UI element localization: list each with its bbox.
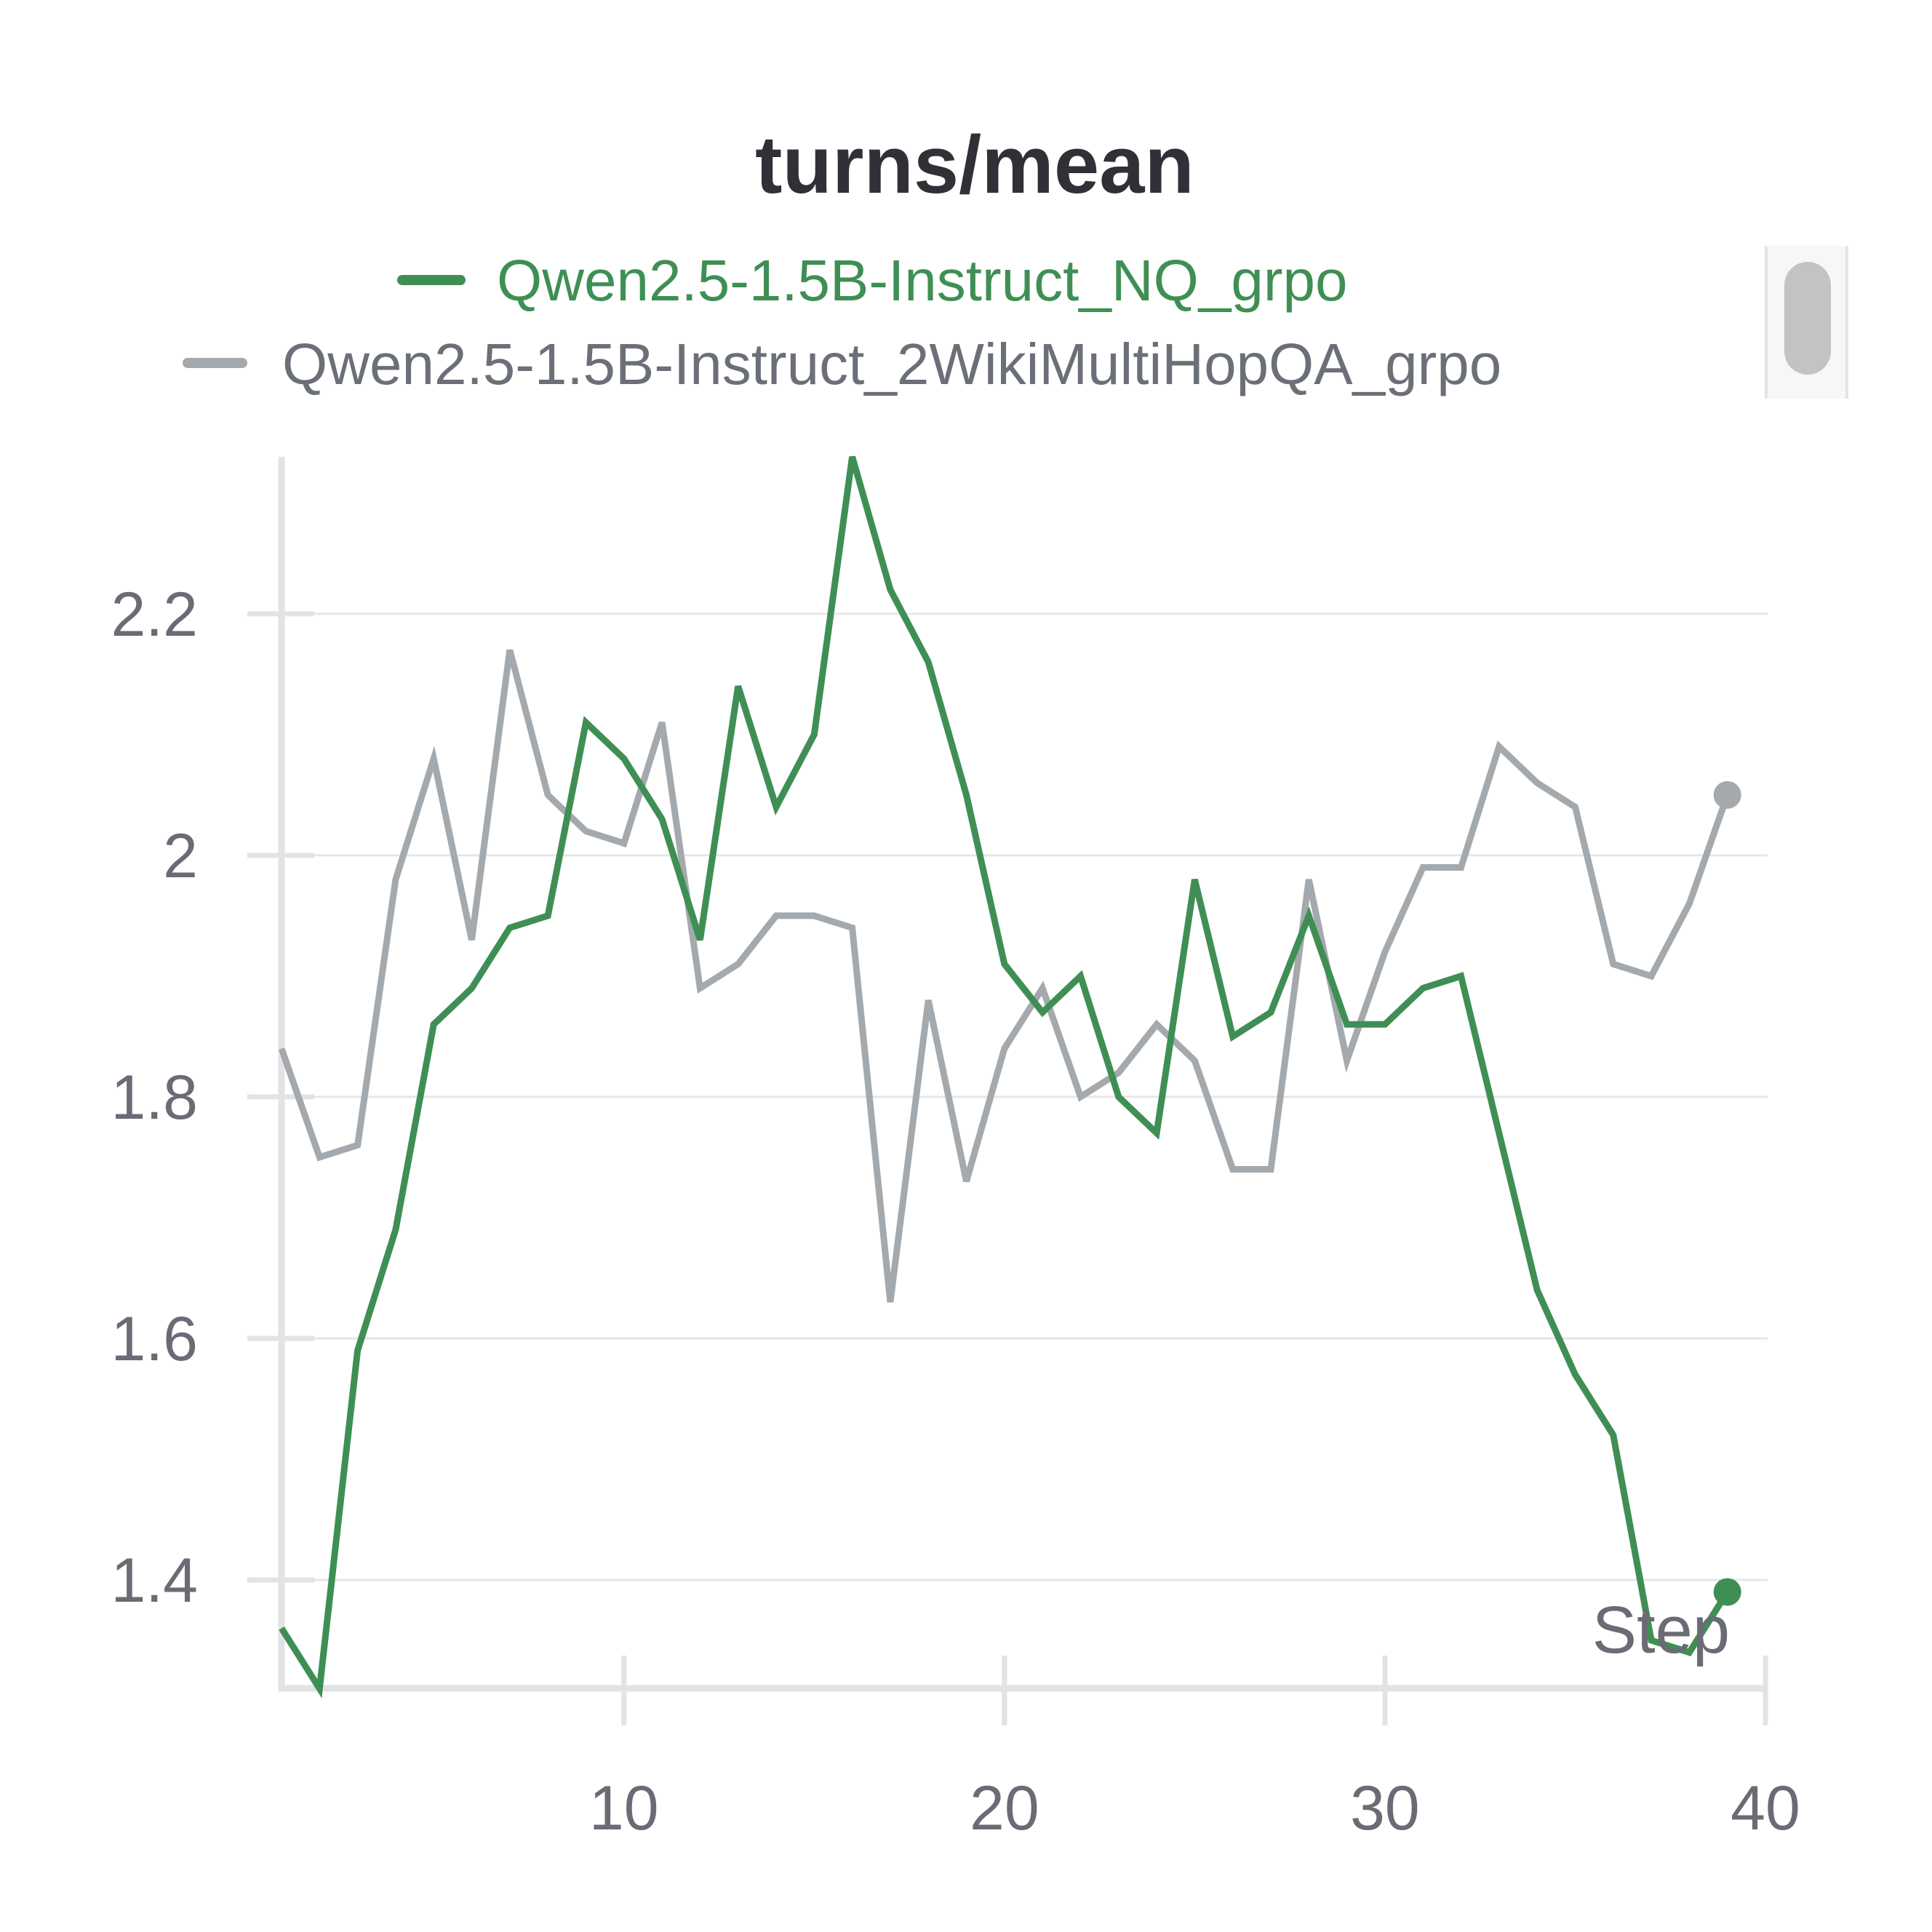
series-layer [278,455,1741,1699]
x-axis-label: Step [1592,1593,1730,1667]
legend-scrollbar[interactable] [1765,246,1848,399]
y-tick-label: 1.8 [111,1063,198,1133]
legend: Qwen2.5-1.5B-Instruct_NQ_grpo Qwen2.5-1.… [183,248,1501,396]
x-tick-label: 10 [589,1773,659,1843]
chart-title: turns/mean [755,119,1194,210]
series-line-1[interactable] [278,649,1731,1303]
grid [247,612,1768,1581]
series-endpoint-0[interactable] [1713,1578,1741,1606]
y-tick-label: 2 [163,821,198,891]
y-tick-label: 1.6 [111,1304,198,1374]
legend-label-nq[interactable]: Qwen2.5-1.5B-Instruct_NQ_grpo [497,248,1347,313]
x-tick-label: 40 [1731,1773,1800,1843]
x-tick-label: 20 [970,1773,1039,1843]
series-line-0[interactable] [279,455,1731,1699]
y-tick-label: 1.4 [111,1546,198,1616]
legend-scrollbar-thumb[interactable] [1784,262,1831,375]
y-tick-label: 2.2 [111,580,198,650]
x-axis-ticks: 10 20 30 40 [589,1656,1800,1843]
series-endpoint-1[interactable] [1713,781,1741,809]
legend-label-2wiki[interactable]: Qwen2.5-1.5B-Instruct_2WikiMultiHopQA_gr… [282,332,1501,396]
x-tick-label: 30 [1350,1773,1420,1843]
